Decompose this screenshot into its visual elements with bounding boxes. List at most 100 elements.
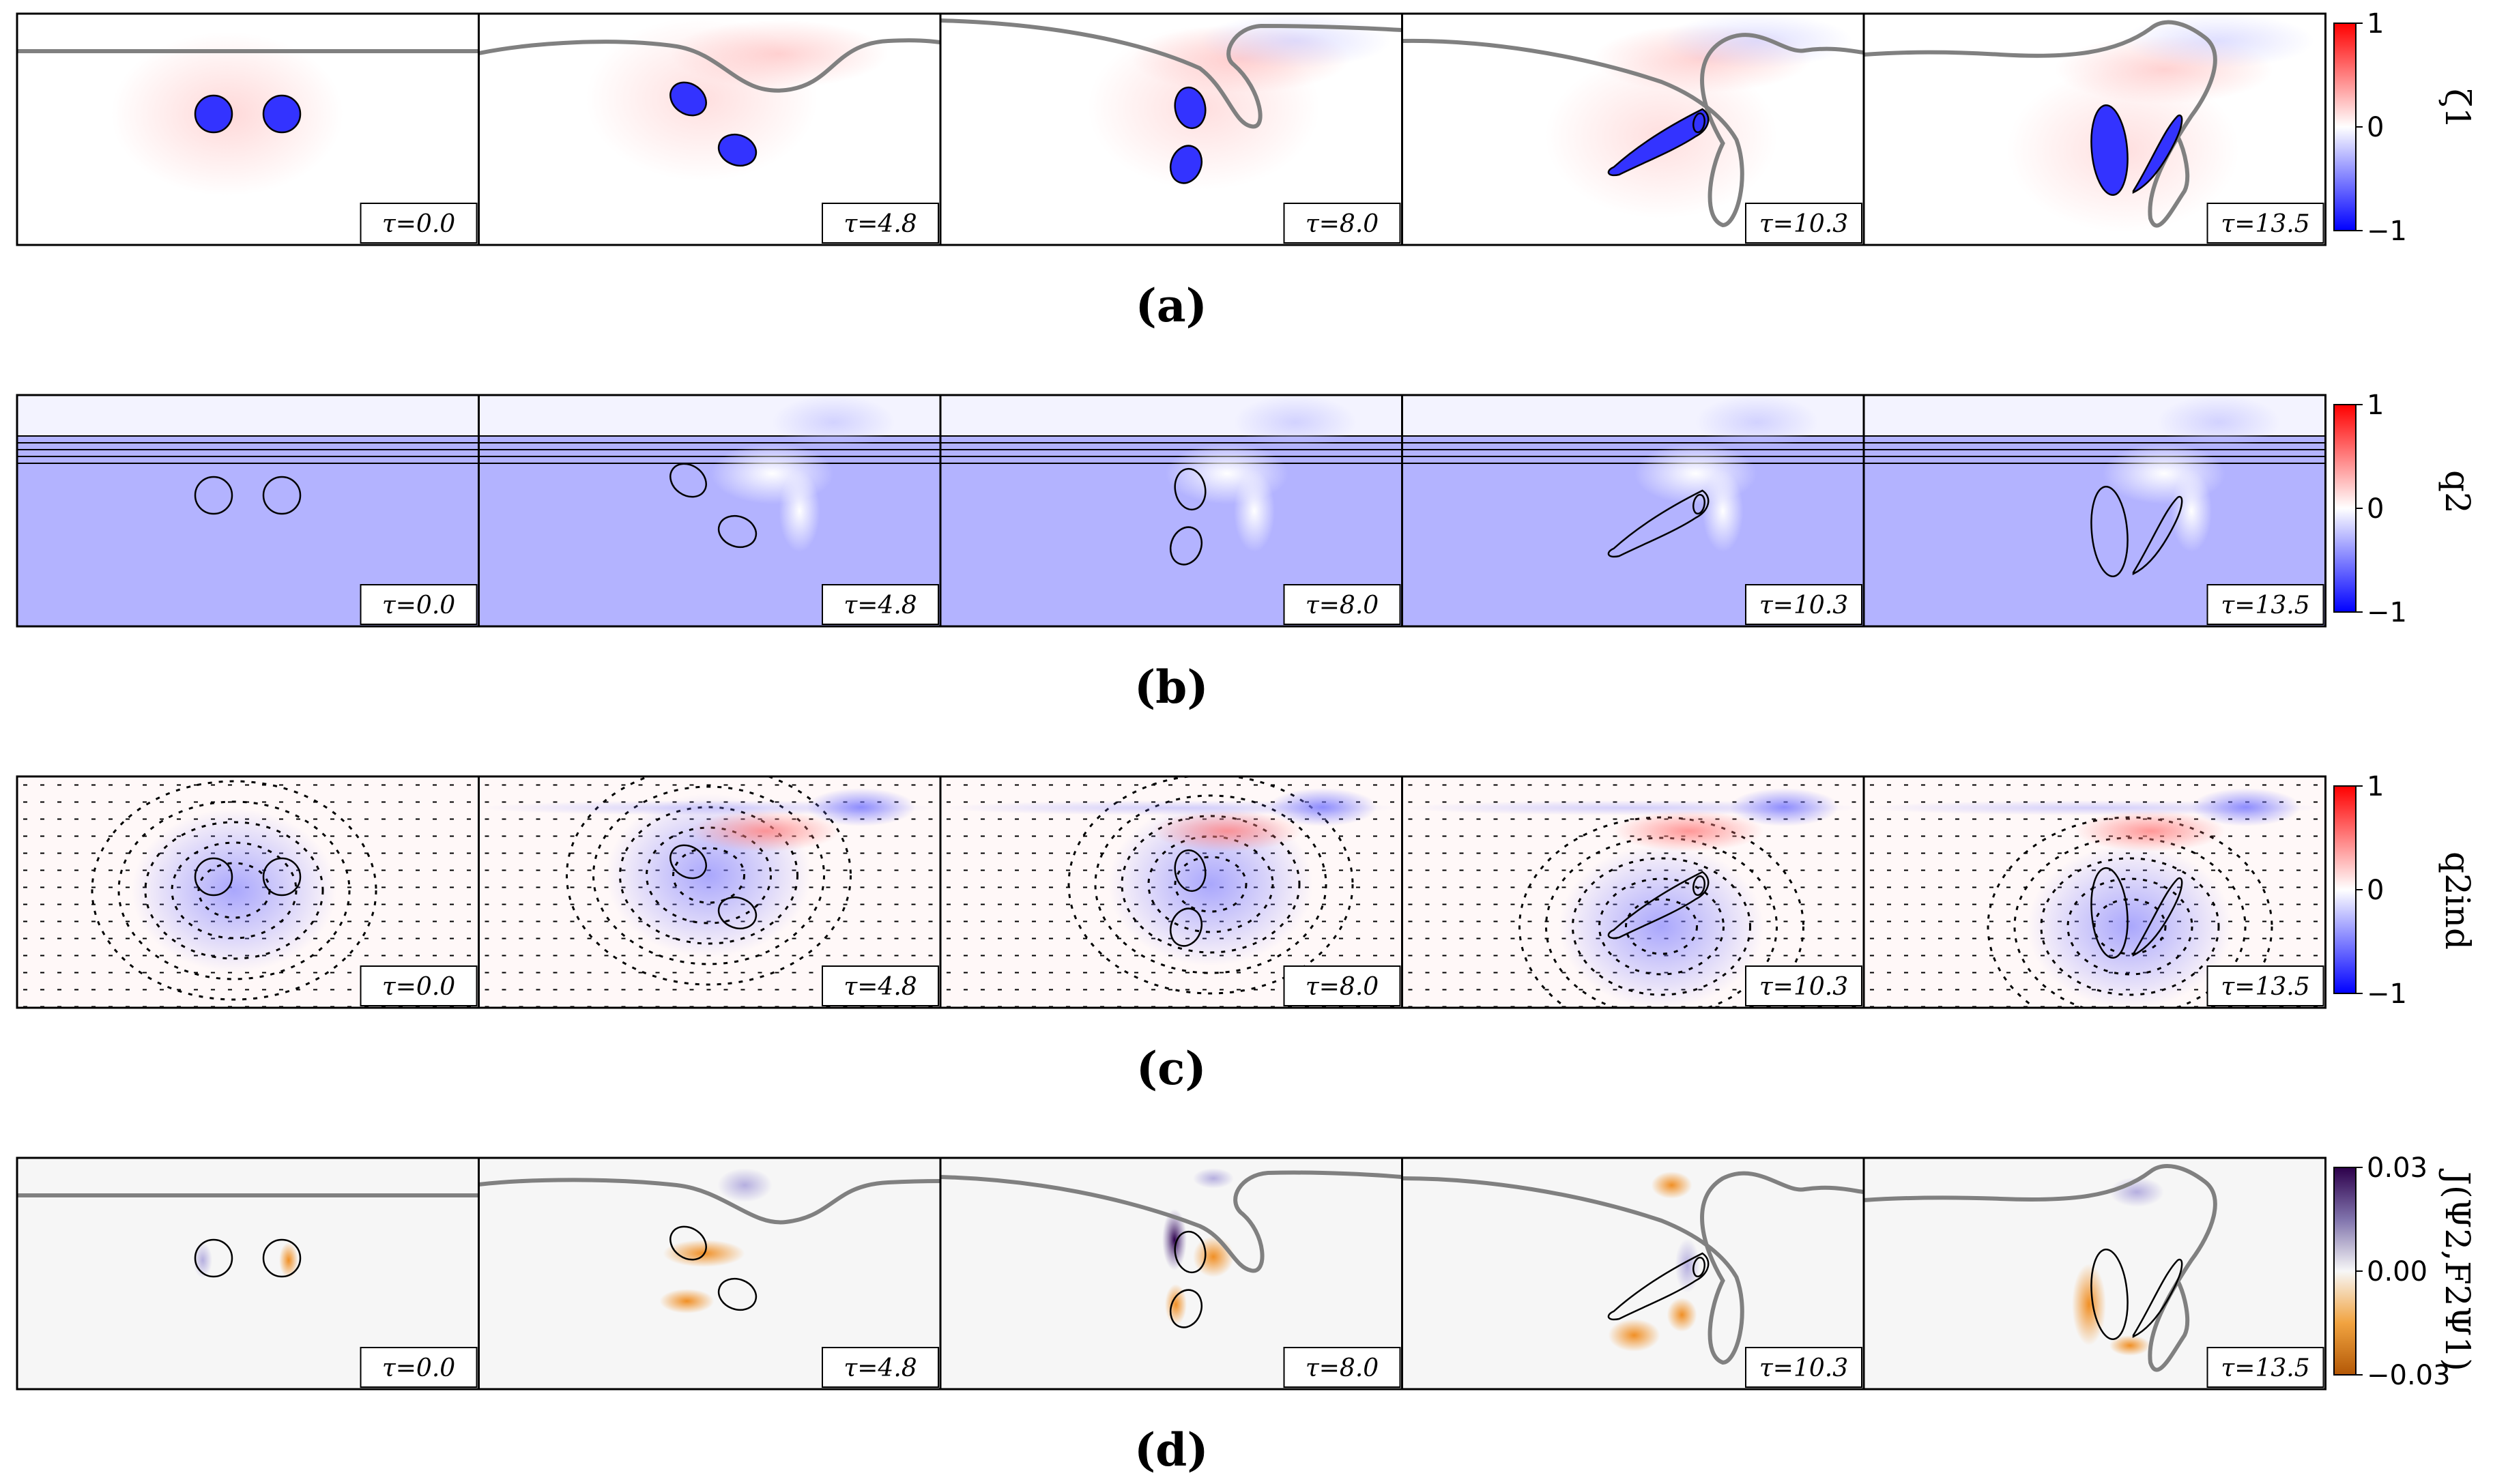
time-label: τ=0.0: [382, 1354, 455, 1382]
time-label: τ=0.0: [382, 210, 455, 238]
vortex-contour: [262, 857, 302, 897]
vortex-contour: [1692, 493, 1705, 515]
colorbar-c: 1 0 −1: [2333, 771, 2407, 1010]
vortex-contour: [1174, 1230, 1207, 1274]
panel-frame: [1862, 775, 2326, 1009]
colorbar-tick-label: 0: [2367, 112, 2384, 143]
vortex-contour: [669, 81, 707, 117]
velocity-swirl: [1625, 898, 1698, 955]
panel-c-3: τ=10.3: [1401, 775, 1865, 1009]
colorbar-b: 1 0 −1: [2333, 390, 2407, 628]
colorbar-tick-label: 0: [2367, 493, 2384, 525]
time-label-box: [822, 584, 939, 625]
time-label: τ=10.3: [1759, 592, 1848, 620]
vortex-contour: [2090, 485, 2129, 578]
time-label: τ=8.0: [1306, 210, 1379, 238]
pv-anomaly: [1702, 470, 1744, 552]
vortex-contour: [2090, 867, 2129, 959]
vortex-contour: [669, 844, 707, 879]
colorbar-title-d: J(Ψ2,F2Ψ1): [2438, 1172, 2477, 1371]
induced-pv-blob: [1152, 811, 1302, 852]
velocity-swirl: [1987, 816, 2273, 1008]
colorbar-tick-label: 1: [2367, 8, 2384, 40]
vortex-contour: [2132, 877, 2183, 957]
time-label: τ=8.0: [1306, 973, 1379, 1001]
velocity-swirl: [171, 841, 298, 940]
panel-b-1: τ=4.8: [478, 394, 942, 628]
time-label-box: [2206, 1347, 2324, 1388]
vorticity-halo: [1661, 14, 1853, 68]
vortex-contour: [1169, 1289, 1203, 1328]
vortex-contour: [669, 463, 707, 498]
colorbar-gradient: [2333, 785, 2357, 994]
time-label: τ=13.5: [2221, 592, 2309, 620]
vortex-contour: [194, 857, 233, 897]
interface-contour: [478, 38, 940, 93]
velocity-swirl: [117, 800, 351, 980]
panel-a-3: τ=10.3: [1401, 12, 1865, 246]
colorbar-tick-label: 1: [2367, 390, 2384, 421]
flux-anomaly: [1675, 1238, 1700, 1293]
velocity-swirl: [2066, 877, 2193, 976]
flux-anomaly: [1608, 1319, 1660, 1352]
induced-pv-band: [478, 800, 940, 815]
flux-anomaly: [2109, 1335, 2150, 1356]
time-label-box: [1745, 203, 1862, 244]
panel-c-0: τ=0.0: [16, 775, 480, 1009]
vortex-contour: [1174, 86, 1207, 130]
time-label-box: [822, 965, 939, 1006]
time-label: τ=10.3: [1759, 973, 1848, 1001]
vortex-contour: [1692, 875, 1705, 897]
pv-anomaly: [2157, 395, 2280, 450]
vortex-contour: [1692, 1256, 1705, 1278]
panel-c-2: τ=8.0: [939, 775, 1403, 1009]
induced-pv-blob: [690, 811, 841, 852]
flux-anomaly: [1162, 1209, 1187, 1270]
flux-anomaly: [279, 1242, 298, 1278]
time-label: τ=10.3: [1759, 210, 1848, 238]
vortex-contour: [1607, 1252, 1710, 1321]
panel-b-4: τ=13.5: [1862, 394, 2326, 628]
panel-label-d: (d): [1134, 1423, 1209, 1476]
interface-contour: [1864, 1164, 2217, 1372]
panel-d-2: τ=8.0: [939, 1156, 1403, 1391]
time-label-box: [822, 1347, 939, 1388]
velocity-swirl: [1067, 776, 1354, 995]
flux-anomaly: [717, 1168, 773, 1202]
induced-pv-band: [940, 800, 1402, 815]
vortex-contour: [1692, 112, 1705, 134]
vortex-contour: [1169, 907, 1203, 947]
panel-b-2: τ=8.0: [939, 394, 1403, 628]
vortex-contour: [2132, 1258, 2183, 1338]
time-label: τ=8.0: [1306, 1354, 1379, 1382]
time-label-box: [2206, 965, 2324, 1006]
flux-anomaly: [1193, 1236, 1234, 1277]
velocity-swirl: [646, 826, 772, 925]
vortex-contour: [262, 94, 302, 134]
velocity-swirl: [1094, 794, 1327, 974]
colorbar-title-b: q2: [2438, 470, 2477, 514]
velocity-swirl: [1121, 815, 1301, 954]
vortex-contour: [194, 1238, 233, 1278]
induced-pv-band: [1402, 800, 1864, 815]
velocity-swirl: [2040, 857, 2220, 996]
velocity-swirl: [144, 821, 324, 960]
vorticity-halo: [2123, 14, 2314, 68]
panel-d-1: τ=4.8: [478, 1156, 942, 1391]
colorbar-gradient: [2333, 404, 2357, 613]
vortex-contour: [194, 94, 233, 134]
colorbar-tick-label: −0.03: [2367, 1360, 2451, 1391]
vortex-contour: [1607, 871, 1710, 940]
interface-contour: [940, 1170, 1402, 1273]
vortex-contour: [194, 476, 233, 515]
panel-frame: [1862, 12, 2326, 246]
panel-a-1: τ=4.8: [478, 12, 942, 246]
pv-anomaly: [1234, 470, 1275, 552]
vortex-contour: [2132, 114, 2183, 194]
panel-b-3: τ=10.3: [1401, 394, 1865, 628]
velocity-swirl: [672, 847, 745, 904]
vortex-contour: [2090, 104, 2129, 197]
panel-frame: [1862, 394, 2326, 628]
colorbar-gradient: [2333, 23, 2357, 231]
